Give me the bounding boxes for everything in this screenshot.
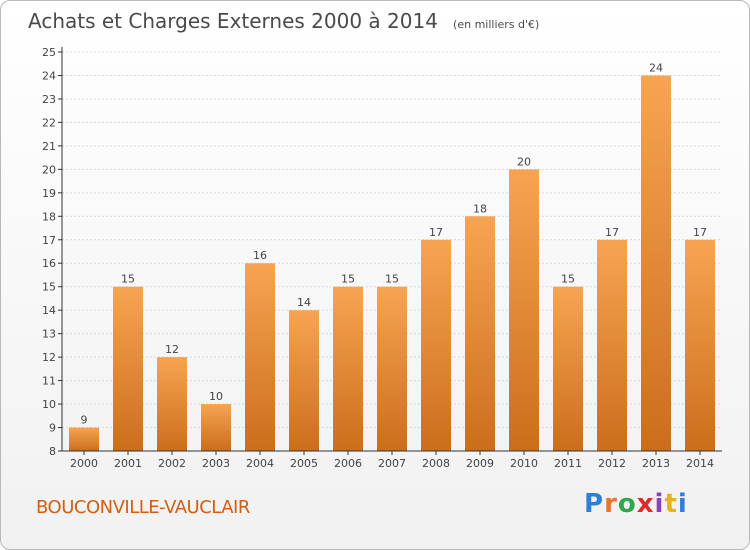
bar xyxy=(685,239,715,451)
x-tick-label: 2014 xyxy=(686,457,714,470)
y-tick-label: 10 xyxy=(42,398,56,411)
y-tick-label: 18 xyxy=(42,210,56,223)
bar xyxy=(509,169,539,451)
data-label: 16 xyxy=(253,249,267,262)
x-tick-label: 2012 xyxy=(598,457,626,470)
bar xyxy=(157,357,187,451)
proxiti-logo: Proxiti xyxy=(584,489,688,519)
data-label: 10 xyxy=(209,390,223,403)
bar xyxy=(421,239,451,451)
x-tick-label: 2007 xyxy=(378,457,406,470)
data-label: 20 xyxy=(517,155,531,168)
data-label: 18 xyxy=(473,202,487,215)
y-tick-label: 17 xyxy=(42,234,56,247)
bar xyxy=(289,310,319,451)
y-tick-label: 23 xyxy=(42,93,56,106)
x-tick-label: 2013 xyxy=(642,457,670,470)
bar xyxy=(333,286,363,451)
y-tick-label: 20 xyxy=(42,163,56,176)
bar xyxy=(641,75,671,452)
commune-name: BOUCONVILLE-VAUCLAIR xyxy=(36,497,250,518)
bar xyxy=(553,286,583,451)
data-label: 15 xyxy=(121,273,135,286)
y-tick-label: 12 xyxy=(42,351,56,364)
y-tick-label: 15 xyxy=(42,281,56,294)
y-tick-label: 24 xyxy=(42,69,56,82)
y-tick-label: 16 xyxy=(42,257,56,270)
data-label: 15 xyxy=(561,273,575,286)
logo-letter: r xyxy=(604,489,618,519)
x-tick-label: 2000 xyxy=(70,457,98,470)
x-tick-label: 2009 xyxy=(466,457,494,470)
y-tick-label: 9 xyxy=(49,422,56,435)
data-label: 15 xyxy=(385,273,399,286)
data-label: 12 xyxy=(165,343,179,356)
y-tick-label: 22 xyxy=(42,116,56,129)
x-tick-label: 2001 xyxy=(114,457,142,470)
y-tick-label: 25 xyxy=(42,46,56,59)
logo-letter: t xyxy=(664,489,678,519)
x-tick-label: 2010 xyxy=(510,457,538,470)
logo-letter: o xyxy=(617,489,637,519)
chart-title: Achats et Charges Externes 2000 à 2014 xyxy=(28,9,438,33)
x-tick-label: 2004 xyxy=(246,457,274,470)
title-block: Achats et Charges Externes 2000 à 2014 (… xyxy=(28,9,539,33)
data-label: 15 xyxy=(341,273,355,286)
chart-subtitle: (en milliers d'€) xyxy=(453,18,540,31)
x-tick-label: 2006 xyxy=(334,457,362,470)
bar xyxy=(201,404,231,451)
logo-letter: i xyxy=(654,489,665,519)
x-tick-label: 2011 xyxy=(554,457,582,470)
data-label: 9 xyxy=(81,414,88,427)
data-label: 17 xyxy=(605,226,619,239)
y-tick-label: 8 xyxy=(49,445,56,458)
bar xyxy=(245,263,275,451)
data-label: 24 xyxy=(649,61,663,74)
data-label: 17 xyxy=(693,226,707,239)
y-tick-label: 11 xyxy=(42,375,56,388)
y-tick-label: 21 xyxy=(42,140,56,153)
x-tick-label: 2005 xyxy=(290,457,318,470)
bar xyxy=(597,239,627,451)
bar xyxy=(69,427,99,451)
y-tick-label: 13 xyxy=(42,328,56,341)
y-tick-label: 14 xyxy=(42,304,56,317)
x-tick-label: 2008 xyxy=(422,457,450,470)
bar xyxy=(377,286,407,451)
logo-letter: P xyxy=(584,489,605,519)
x-tick-label: 2002 xyxy=(158,457,186,470)
x-tick-label: 2003 xyxy=(202,457,230,470)
bar xyxy=(465,216,495,451)
data-label: 14 xyxy=(297,296,311,309)
y-tick-label: 19 xyxy=(42,187,56,200)
logo-letter: i xyxy=(677,489,688,519)
bar xyxy=(113,286,143,451)
data-label: 17 xyxy=(429,226,443,239)
logo-letter: x xyxy=(636,489,655,519)
